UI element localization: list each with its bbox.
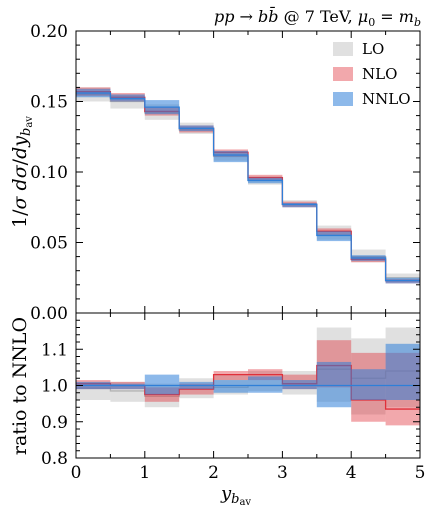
- band-nlo-ratio-bin-4: [213, 371, 248, 381]
- x-tick-label: 0: [71, 463, 82, 483]
- x-tick-label: 5: [415, 463, 426, 483]
- legend-swatch-nnlo: [333, 92, 353, 106]
- chart-title: pp → bb̄ @ 7 TeV, μ0 = mb: [214, 5, 421, 29]
- y-tick-label-ratio: 1.0: [41, 377, 68, 397]
- legend-swatch-nlo: [333, 67, 353, 81]
- band-nnlo-ratio-bin-5: [248, 376, 283, 393]
- band-nnlo-ratio-bin-8: [351, 369, 386, 400]
- ratio-y-label: ratio to NNLO: [9, 317, 31, 455]
- y-tick-label-distribution: 0.05: [30, 234, 68, 254]
- band-nnlo-distribution-bin-6: [282, 203, 317, 208]
- legend-label-nnlo: NNLO: [362, 90, 411, 108]
- y-tick-label-ratio: 0.9: [41, 413, 68, 433]
- legend-swatch-lo: [333, 42, 353, 56]
- y-tick-label-distribution: 0.15: [30, 93, 68, 113]
- band-nnlo-ratio-bin-1: [110, 383, 145, 390]
- x-tick-label: 2: [208, 463, 219, 483]
- y-tick-label-distribution: 0.10: [30, 163, 68, 183]
- y-tick-label-distribution: 0.20: [30, 22, 68, 42]
- legend-label-nlo: NLO: [362, 65, 397, 83]
- x-axis-label: ybav: [220, 483, 251, 508]
- y-tick-label-ratio: 0.8: [41, 449, 68, 469]
- band-nnlo-distribution-bin-1: [110, 94, 145, 102]
- band-nnlo-ratio-bin-9: [385, 343, 420, 400]
- legend-label-lo: LO: [362, 40, 384, 58]
- x-tick-label: 3: [277, 463, 288, 483]
- axis-ticks: 0 1 2 3 4 5 0.00 0.05 0.10 0.15 0.20 0.8 0.9 1.0 1.1: [30, 22, 425, 483]
- line-nnlo-distribution: [76, 92, 420, 282]
- band-nnlo-ratio-bin-7: [316, 361, 352, 408]
- band-nnlo-distribution-bin-7: [316, 231, 352, 242]
- band-nnlo-ratio-bin-6: [282, 380, 317, 390]
- band-nnlo-ratio-bin-2: [144, 374, 180, 395]
- y-tick-label-ratio: 1.1: [41, 340, 68, 360]
- x-tick-label: 1: [139, 463, 150, 483]
- band-nnlo-distribution-bin-4: [213, 150, 248, 163]
- y-tick-label-distribution: 0.00: [30, 304, 68, 324]
- legend: LO NLO NNLO: [333, 40, 411, 108]
- band-nnlo-ratio-bin-4: [213, 380, 248, 393]
- distribution-panel: [76, 87, 420, 284]
- x-tick-label: 4: [346, 463, 357, 483]
- ratio-panel: [76, 327, 420, 426]
